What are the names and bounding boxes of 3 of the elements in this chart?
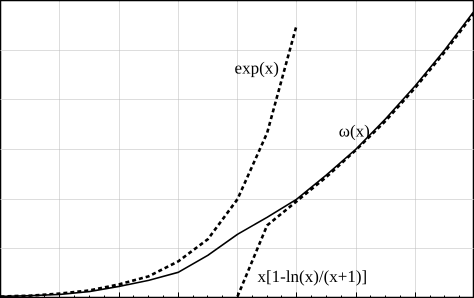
series-label: x[1-ln(x)/(x+1)] <box>258 266 368 286</box>
series-label: ω(x) <box>338 121 370 140</box>
series-label: exp(x) <box>234 58 279 78</box>
